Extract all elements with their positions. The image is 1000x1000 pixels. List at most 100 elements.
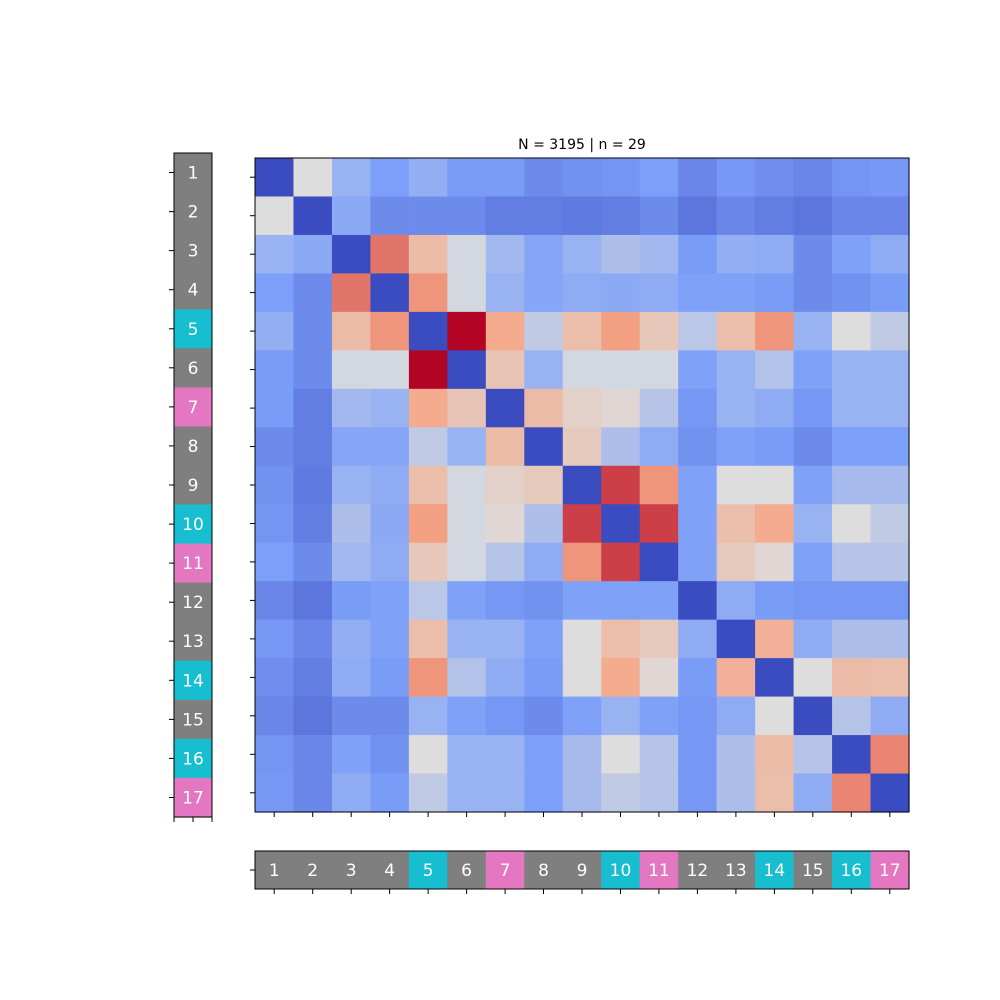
heatmap-cell — [485, 427, 525, 467]
heatmap-cell — [716, 465, 756, 505]
heatmap-cell — [562, 234, 602, 275]
heatmap-cell — [562, 619, 602, 659]
heatmap-cell — [370, 388, 410, 428]
heatmap-cell — [331, 619, 372, 659]
heatmap-cell — [601, 581, 641, 621]
heatmap-cell — [255, 658, 295, 698]
heatmap-cell — [408, 581, 448, 621]
heatmap-cell — [755, 504, 795, 544]
heatmap-cell — [716, 350, 756, 390]
heatmap-cell — [524, 504, 564, 544]
heatmap-cell — [524, 350, 564, 390]
heatmap-cell — [485, 619, 525, 659]
heatmap-cell — [716, 658, 756, 698]
heatmap-cell — [755, 158, 795, 198]
heatmap-cell — [293, 273, 333, 313]
row-label: 10 — [182, 515, 204, 535]
heatmap-cell — [524, 581, 564, 621]
heatmap-cell — [678, 658, 718, 698]
heatmap-cell — [293, 619, 333, 659]
heatmap-cell — [524, 658, 564, 698]
row-label-cell — [174, 777, 212, 818]
heatmap-cell — [870, 465, 910, 505]
heatmap-cell — [562, 696, 602, 736]
row-label-cell — [174, 270, 212, 310]
heatmap-cell — [793, 234, 833, 275]
heatmap-cell — [639, 273, 679, 313]
col-label-cell — [485, 851, 525, 889]
heatmap-cell — [408, 273, 448, 313]
heatmap-cell — [255, 196, 295, 236]
heatmap-cell — [447, 773, 487, 813]
heatmap-cell — [562, 658, 602, 698]
heatmap-cell — [755, 619, 795, 659]
heatmap-cell — [370, 773, 410, 813]
heatmap-cell — [293, 350, 333, 390]
col-label-cell — [716, 851, 756, 889]
col-label-cell — [370, 851, 410, 889]
heatmap-cell — [755, 696, 795, 736]
heatmap-cell — [293, 581, 333, 621]
heatmap-cell — [639, 196, 679, 236]
heatmap-cell — [562, 581, 602, 621]
heatmap-cell — [255, 158, 295, 198]
row-label-cell — [174, 699, 212, 740]
heatmap-cell — [716, 273, 756, 313]
col-label-cell — [331, 851, 372, 889]
row-label: 4 — [188, 281, 199, 301]
heatmap-cell — [755, 465, 795, 505]
heatmap-cell — [370, 350, 410, 390]
heatmap-cell — [485, 504, 525, 544]
heatmap-cell — [601, 427, 641, 467]
heatmap-cell — [331, 696, 372, 736]
heatmap-cell — [870, 427, 910, 467]
heatmap-cell — [447, 273, 487, 313]
row-label-cell — [174, 153, 212, 193]
heatmap-cell — [408, 311, 448, 351]
row-label: 13 — [182, 632, 204, 652]
heatmap-cell — [870, 619, 910, 659]
row-label: 8 — [188, 437, 199, 457]
col-label-cell — [524, 851, 564, 889]
heatmap-cell — [485, 196, 525, 236]
col-label: 2 — [307, 861, 318, 881]
row-label-cell — [174, 621, 212, 662]
heatmap-cell — [639, 350, 679, 390]
col-label: 4 — [384, 861, 395, 881]
heatmap-cell — [755, 388, 795, 428]
heatmap-cell — [870, 196, 910, 236]
heatmap-cell — [639, 773, 679, 813]
heatmap-cell — [639, 581, 679, 621]
heatmap-cell — [832, 273, 872, 313]
heatmap-cell — [601, 773, 641, 813]
row-label-cell — [174, 231, 212, 271]
col-label-cell — [293, 851, 333, 889]
heatmap-cell — [370, 542, 410, 582]
heatmap-cell — [832, 542, 872, 582]
heatmap-cell — [716, 773, 756, 813]
heatmap-cell — [716, 735, 756, 775]
heatmap-cell — [370, 658, 410, 698]
heatmap-cell — [639, 311, 679, 351]
heatmap-cell — [524, 619, 564, 659]
heatmap-cell — [870, 388, 910, 428]
heatmap-cell — [447, 196, 487, 236]
row-label: 7 — [188, 398, 199, 418]
row-label: 12 — [182, 593, 204, 613]
heatmap-cell — [485, 273, 525, 313]
heatmap-cell — [447, 158, 487, 198]
heatmap-cell — [793, 158, 833, 198]
heatmap-cell — [293, 773, 333, 813]
heatmap-cell — [678, 273, 718, 313]
heatmap-cell — [755, 773, 795, 813]
heatmap-cell — [678, 350, 718, 390]
col-label: 7 — [500, 861, 511, 881]
heatmap-cell — [447, 735, 487, 775]
heatmap-cell — [562, 735, 602, 775]
heatmap-cell — [793, 581, 833, 621]
heatmap-cell — [793, 504, 833, 544]
heatmap-cell — [793, 542, 833, 582]
heatmap-cell — [524, 234, 564, 275]
heatmap-cell — [370, 581, 410, 621]
heatmap-cell — [331, 735, 372, 775]
